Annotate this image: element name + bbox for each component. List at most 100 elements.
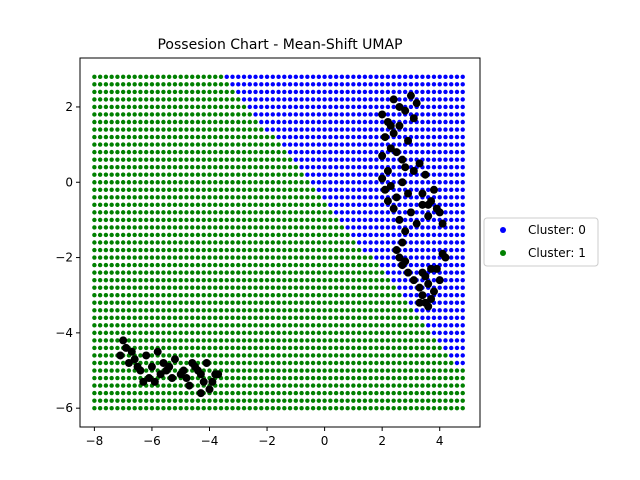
mesh-point-cluster-1 bbox=[322, 300, 327, 305]
mesh-point-cluster-1 bbox=[92, 217, 97, 223]
mesh-point-cluster-0 bbox=[443, 210, 448, 215]
mesh-point-cluster-0 bbox=[368, 187, 373, 192]
mesh-point-cluster-0 bbox=[351, 74, 356, 80]
mesh-point-cluster-0 bbox=[426, 247, 431, 253]
mesh-point-cluster-0 bbox=[454, 112, 460, 117]
mesh-point-cluster-1 bbox=[230, 338, 235, 343]
mesh-point-cluster-1 bbox=[391, 330, 396, 336]
mesh-point-cluster-0 bbox=[454, 157, 460, 162]
mesh-point-cluster-1 bbox=[190, 97, 195, 102]
mesh-point-cluster-0 bbox=[345, 210, 350, 215]
mesh-point-cluster-1 bbox=[132, 112, 137, 117]
mesh-point-cluster-0 bbox=[437, 134, 442, 140]
mesh-point-cluster-1 bbox=[362, 383, 368, 388]
mesh-point-cluster-1 bbox=[161, 383, 166, 388]
mesh-point-cluster-1 bbox=[143, 142, 149, 147]
mesh-point-cluster-1 bbox=[213, 255, 218, 260]
mesh-point-cluster-1 bbox=[253, 247, 258, 253]
mesh-point-cluster-1 bbox=[264, 210, 270, 215]
mesh-point-cluster-1 bbox=[397, 308, 402, 313]
mesh-point-cluster-1 bbox=[322, 277, 327, 283]
mesh-point-cluster-1 bbox=[402, 345, 408, 351]
mesh-point-cluster-1 bbox=[218, 89, 224, 95]
mesh-point-cluster-1 bbox=[184, 225, 189, 230]
mesh-point-cluster-0 bbox=[397, 285, 402, 290]
mesh-point-cluster-1 bbox=[362, 405, 368, 411]
mesh-point-cluster-1 bbox=[92, 353, 97, 358]
mesh-point-cluster-1 bbox=[310, 323, 316, 328]
mesh-point-cluster-1 bbox=[236, 345, 241, 351]
mesh-point-cluster-1 bbox=[293, 240, 299, 245]
mesh-point-cluster-0 bbox=[454, 172, 460, 177]
mesh-point-cluster-1 bbox=[195, 285, 201, 290]
mesh-point-cluster-1 bbox=[402, 360, 408, 366]
mesh-point-cluster-1 bbox=[339, 398, 345, 403]
mesh-point-cluster-1 bbox=[287, 240, 293, 245]
mesh-point-cluster-0 bbox=[460, 323, 465, 328]
mesh-point-cluster-1 bbox=[379, 293, 385, 298]
mesh-point-cluster-0 bbox=[270, 119, 276, 125]
mesh-point-cluster-0 bbox=[408, 240, 414, 245]
mesh-point-cluster-1 bbox=[230, 97, 235, 102]
mesh-point-cluster-0 bbox=[264, 104, 270, 110]
mesh-point-cluster-0 bbox=[299, 149, 304, 155]
mesh-point-cluster-1 bbox=[437, 398, 442, 403]
mesh-point-cluster-1 bbox=[195, 405, 201, 411]
mesh-point-cluster-1 bbox=[230, 293, 235, 298]
mesh-point-cluster-0 bbox=[356, 119, 362, 125]
mesh-point-cluster-1 bbox=[103, 308, 109, 313]
mesh-point-cluster-0 bbox=[351, 232, 356, 238]
mesh-point-cluster-1 bbox=[420, 353, 425, 358]
mesh-point-cluster-1 bbox=[305, 217, 310, 223]
mesh-point-cluster-1 bbox=[443, 405, 448, 411]
mesh-point-cluster-1 bbox=[201, 97, 206, 102]
mesh-point-cluster-1 bbox=[195, 383, 201, 388]
mesh-point-cluster-1 bbox=[207, 149, 212, 155]
mesh-point-cluster-1 bbox=[201, 202, 206, 208]
mesh-point-cluster-1 bbox=[109, 390, 114, 396]
mesh-point-cluster-1 bbox=[201, 142, 206, 147]
mesh-point-cluster-1 bbox=[207, 300, 212, 305]
mesh-point-cluster-0 bbox=[236, 74, 241, 80]
mesh-point-cluster-1 bbox=[126, 210, 132, 215]
mesh-point-cluster-1 bbox=[138, 82, 143, 87]
mesh-point-cluster-1 bbox=[138, 142, 143, 147]
mesh-point-cluster-1 bbox=[92, 375, 97, 381]
mesh-point-cluster-1 bbox=[287, 383, 293, 388]
mesh-point-cluster-1 bbox=[230, 270, 235, 275]
mesh-point-cluster-1 bbox=[299, 277, 304, 283]
mesh-point-cluster-1 bbox=[195, 353, 201, 358]
mesh-point-cluster-0 bbox=[449, 119, 454, 125]
mesh-point-cluster-1 bbox=[310, 338, 316, 343]
mesh-point-cluster-1 bbox=[356, 360, 362, 366]
mesh-point-cluster-1 bbox=[322, 383, 327, 388]
mesh-point-cluster-1 bbox=[178, 360, 183, 366]
mesh-point-cluster-1 bbox=[195, 149, 201, 155]
mesh-point-cluster-1 bbox=[218, 405, 224, 411]
mesh-point-cluster-1 bbox=[333, 308, 339, 313]
mesh-point-cluster-1 bbox=[385, 368, 391, 373]
mesh-point-cluster-1 bbox=[167, 293, 172, 298]
mesh-point-cluster-1 bbox=[195, 82, 201, 87]
mesh-point-cluster-1 bbox=[454, 375, 460, 381]
mesh-point-cluster-0 bbox=[449, 270, 454, 275]
mesh-point-cluster-1 bbox=[109, 345, 114, 351]
mesh-point-cluster-1 bbox=[351, 293, 356, 298]
mesh-point-cluster-1 bbox=[201, 104, 206, 110]
mesh-point-cluster-1 bbox=[241, 127, 247, 132]
mesh-point-cluster-1 bbox=[328, 330, 333, 336]
mesh-point-cluster-1 bbox=[356, 390, 362, 396]
mesh-point-cluster-1 bbox=[374, 353, 379, 358]
mesh-point-cluster-1 bbox=[253, 195, 258, 200]
mesh-point-cluster-0 bbox=[293, 157, 299, 162]
mesh-point-cluster-0 bbox=[287, 89, 293, 95]
mesh-point-cluster-0 bbox=[276, 134, 281, 140]
mesh-point-cluster-1 bbox=[270, 368, 276, 373]
mesh-point-cluster-1 bbox=[195, 134, 201, 140]
mesh-point-cluster-1 bbox=[270, 323, 276, 328]
mesh-point-cluster-0 bbox=[431, 119, 437, 125]
mesh-point-cluster-1 bbox=[276, 202, 281, 208]
mesh-point-cluster-1 bbox=[161, 405, 166, 411]
mesh-point-cluster-1 bbox=[224, 187, 229, 192]
mesh-point-cluster-1 bbox=[224, 338, 229, 343]
